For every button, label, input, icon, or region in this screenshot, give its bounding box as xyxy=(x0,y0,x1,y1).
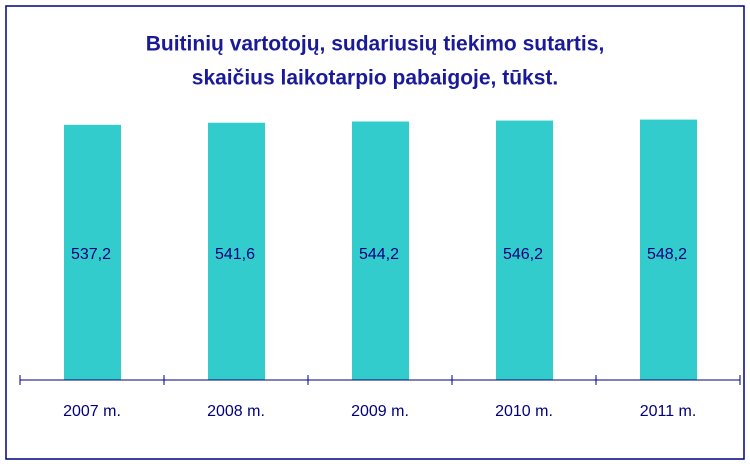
x-tick-label: 2007 m. xyxy=(63,403,121,420)
bar xyxy=(352,121,409,380)
bar xyxy=(64,124,121,380)
x-tick-label: 2008 m. xyxy=(207,403,265,420)
bar xyxy=(496,120,553,381)
data-label: 541,6 xyxy=(215,246,255,263)
chart-title: skaičius laikotarpio pabaigoje, tūkst. xyxy=(192,67,558,90)
x-tick-label: 2010 m. xyxy=(495,403,553,420)
chart-title: Buitinių vartotojų, sudariusių tiekimo s… xyxy=(146,33,605,56)
data-label: 546,2 xyxy=(503,246,543,263)
data-label: 548,2 xyxy=(647,246,687,263)
data-label: 544,2 xyxy=(359,246,399,263)
x-tick-label: 2009 m. xyxy=(351,403,409,420)
bar xyxy=(640,119,697,380)
x-tick-label: 2011 m. xyxy=(640,403,697,420)
bar xyxy=(208,122,265,381)
data-label: 537,2 xyxy=(71,246,111,263)
